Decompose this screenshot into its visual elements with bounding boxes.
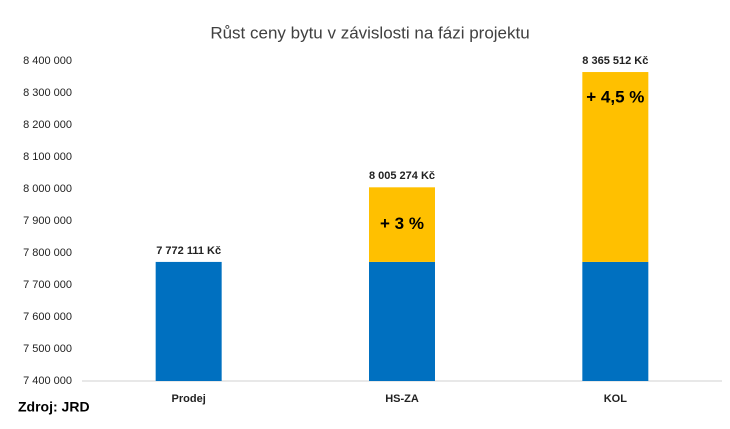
y-tick-label: 8 200 000	[23, 119, 72, 131]
y-tick-label: 7 500 000	[23, 343, 72, 355]
total-label: 8 005 274 Kč	[369, 170, 435, 182]
bar-segment	[369, 261, 435, 381]
y-tick-label: 7 900 000	[23, 215, 72, 227]
chart-title: Růst ceny bytu v závislosti na fázi proj…	[210, 23, 529, 42]
total-label: 7 772 111 Kč	[156, 245, 221, 257]
source: Zdroj: JRD	[18, 399, 90, 415]
y-tick-label: 8 000 000	[23, 183, 72, 195]
y-tick-label: 7 700 000	[23, 279, 72, 291]
y-tick-label: 7 800 000	[23, 247, 72, 259]
bar-segment	[369, 187, 435, 262]
bar-segment	[582, 261, 649, 381]
annotation: + 3 %	[380, 214, 424, 233]
bar-segment	[582, 72, 649, 262]
x-tick-label: Prodej	[172, 393, 206, 405]
y-tick-label: 8 400 000	[23, 55, 72, 67]
total-label: 8 365 512 Kč	[582, 55, 648, 67]
y-tick-label: 8 300 000	[23, 87, 72, 99]
bar-segment	[155, 261, 222, 381]
annotation: + 4,5 %	[586, 88, 644, 107]
y-tick-label: 8 100 000	[23, 151, 72, 163]
y-tick-label: 7 600 000	[23, 311, 72, 323]
x-tick-label: KOL	[604, 393, 628, 405]
x-tick-label: HS-ZA	[385, 393, 419, 405]
y-tick-label: 7 400 000	[23, 375, 72, 387]
